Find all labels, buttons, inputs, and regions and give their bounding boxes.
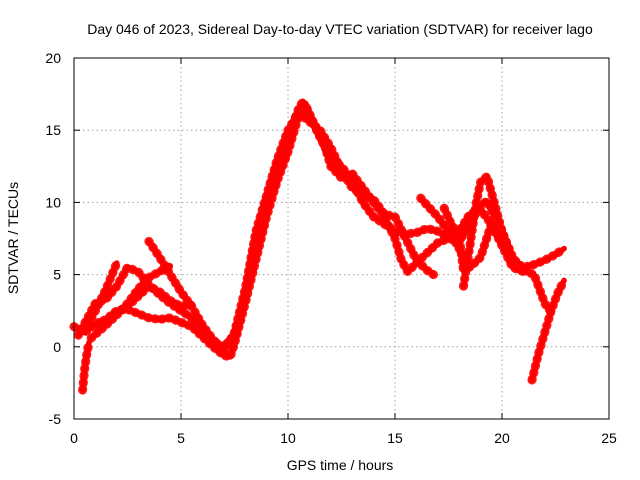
x-axis-label: GPS time / hours	[287, 457, 394, 473]
x-tick-label: 5	[177, 430, 185, 446]
y-tick-label: -5	[49, 411, 62, 427]
y-tick-label: 20	[45, 50, 61, 66]
series-markers-track-9	[459, 171, 556, 317]
x-tick-label: 20	[494, 430, 510, 446]
series-markers-track-5	[95, 281, 197, 333]
x-tick-label: 0	[70, 430, 78, 446]
series-line-track-3	[75, 98, 527, 350]
series-layer	[69, 96, 569, 395]
y-tick-label: 0	[53, 339, 61, 355]
plot-frame	[73, 57, 610, 420]
y-tick-label: 10	[45, 194, 61, 210]
grid	[74, 58, 609, 419]
ticks: 0 5 10 15 20 25 -5 0 5 10 15 20	[45, 50, 617, 446]
chart-title: Day 046 of 2023, Sidereal Day-to-day VTE…	[87, 21, 593, 37]
series-markers-track-11	[78, 338, 94, 395]
series-markers-track-10	[527, 275, 569, 385]
series-markers-track-3	[73, 96, 528, 352]
y-tick-label: 15	[45, 122, 61, 138]
x-tick-label: 10	[280, 430, 296, 446]
x-tick-label: 25	[601, 430, 617, 446]
x-tick-label: 15	[387, 430, 403, 446]
series-markers-track-6	[144, 108, 438, 356]
y-axis-label: SDTVAR / TECUs	[5, 182, 21, 294]
y-tick-label: 5	[53, 267, 61, 283]
